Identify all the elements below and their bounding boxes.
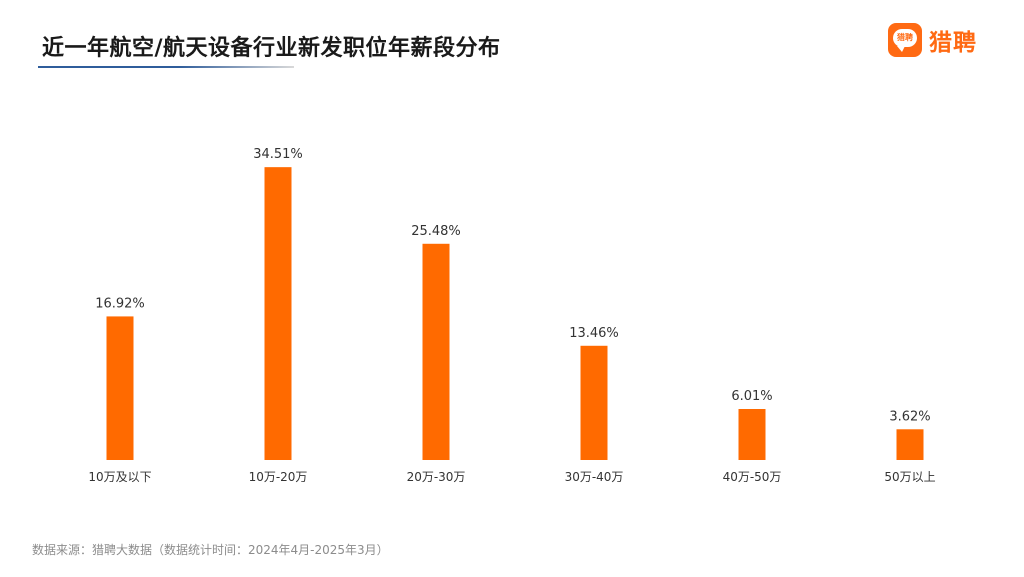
x-tick-label-5: 50万以上 <box>884 470 935 484</box>
x-tick-label-4: 40万-50万 <box>723 470 782 484</box>
x-tick-label-0: 10万及以下 <box>88 470 151 484</box>
data-label-0: 16.92% <box>95 296 145 311</box>
bar-2 <box>422 243 450 460</box>
brand-logo: 猎聘 猎聘 <box>888 22 977 58</box>
title-underline <box>38 66 294 68</box>
bar-1 <box>264 167 292 460</box>
data-label-4: 6.01% <box>731 389 772 404</box>
data-label-1: 34.51% <box>253 147 303 162</box>
bar-4 <box>738 409 766 460</box>
bar-5 <box>896 429 924 460</box>
bar-0 <box>106 316 134 460</box>
chat-bubble-logo-icon: 猎聘 <box>888 23 922 57</box>
data-label-2: 25.48% <box>411 224 461 239</box>
x-tick-label-2: 20万-30万 <box>407 470 466 484</box>
data-source-note: 数据来源：猎聘大数据（数据统计时间：2024年4月-2025年3月） <box>32 543 389 557</box>
data-label-3: 13.46% <box>569 326 619 341</box>
data-label-5: 3.62% <box>889 409 930 424</box>
logo-name: 猎聘 <box>929 30 977 56</box>
x-tick-label-1: 10万-20万 <box>249 470 308 484</box>
x-tick-label-3: 30万-40万 <box>565 470 624 484</box>
logo-mark-text: 猎聘 <box>897 33 913 42</box>
page-title: 近一年航空/航天设备行业新发职位年薪段分布 <box>42 36 501 61</box>
bar-3 <box>580 345 608 460</box>
